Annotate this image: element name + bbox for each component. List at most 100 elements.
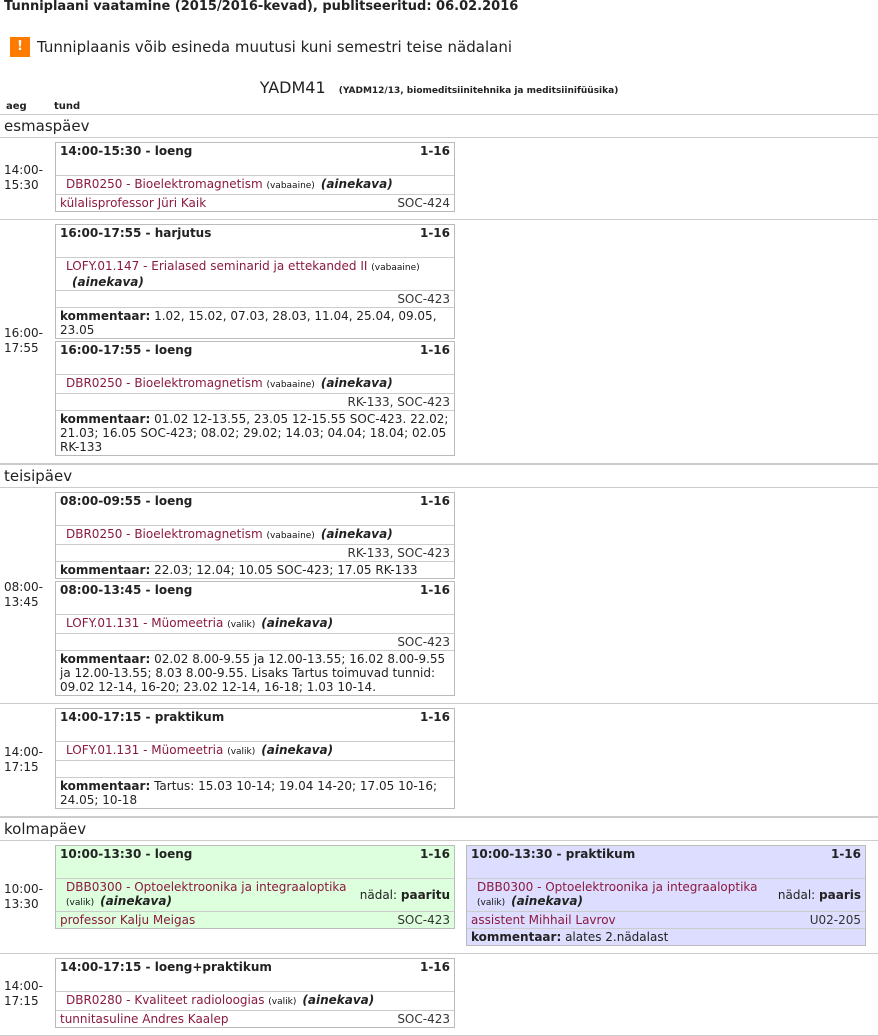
- comment-row: kommentaar: 22.03; 12.04; 10.05 SOC-423;…: [56, 561, 454, 578]
- comment-label: kommentaar:: [60, 309, 151, 323]
- course-info: DBR0280 - Kvaliteet radioloogias (valik)…: [60, 993, 374, 1009]
- syllabus-link[interactable]: (ainekava): [511, 894, 583, 908]
- event-column: 14:00-15:30 - loeng 1-16 DBR0250 - Bioelek…: [55, 142, 455, 214]
- lesson-header: 14:00-17:15 - loeng+praktikum 1-16: [56, 959, 454, 991]
- course-kind: (vabaaine): [266, 181, 315, 191]
- course-code: DBB0300: [477, 880, 534, 894]
- course-link[interactable]: DBR0250 - Bioelektromagnetism: [66, 527, 263, 541]
- time-slot: 16:00- 17:55 16:00-17:55 - harjutus 1-16 LO…: [0, 220, 878, 464]
- course-link[interactable]: LOFY.01.131 - Müomeetria: [66, 616, 224, 630]
- course-link[interactable]: LOFY.01.147 - Erialased seminarid ja ett…: [66, 259, 368, 273]
- time-slot: 14:00- 17:15 14:00-17:15 - praktikum 1-16 L…: [0, 704, 878, 817]
- teacher-link[interactable]: assistent Mihhail Lavrov: [471, 913, 616, 927]
- slot-events: 08:00-09:55 - loeng 1-16 DBR0250 - Bioelek…: [55, 492, 455, 698]
- lesson-card: 16:00-17:55 - harjutus 1-16 LOFY.01.147 - …: [55, 224, 455, 339]
- syllabus-link[interactable]: (ainekava): [302, 993, 375, 1007]
- syllabus-link[interactable]: (ainekava): [72, 275, 144, 289]
- course-link[interactable]: DBB0300 - Optoelektroonika ja integraalo…: [477, 880, 758, 894]
- room: RK-133, SOC-423: [347, 546, 451, 560]
- teacher-room-row: RK-133, SOC-423: [56, 544, 454, 561]
- lesson-time-type: 16:00-17:55 - harjutus: [60, 226, 211, 240]
- comment-label: kommentaar:: [60, 563, 151, 577]
- syllabus-link[interactable]: (ainekava): [261, 743, 334, 757]
- course-name: Kvaliteet radioloogias: [134, 993, 265, 1007]
- room: SOC-423: [397, 635, 450, 649]
- teacher-room-row: külalisprofessor Jüri Kaik SOC-424: [56, 194, 454, 211]
- course-link[interactable]: DBR0280 - Kvaliteet radioloogias: [66, 993, 265, 1007]
- lesson-time: 14:00-15:30 -: [60, 144, 151, 158]
- col-lesson: tund: [54, 100, 81, 112]
- lesson-time: 16:00-17:55 -: [60, 343, 151, 357]
- course-kind: (valik): [227, 747, 256, 757]
- course-kind: (valik): [477, 898, 506, 908]
- slot-events: 14:00-17:15 - praktikum 1-16 LOFY.01.131 -…: [55, 708, 455, 811]
- course-link[interactable]: LOFY.01.131 - Müomeetria: [66, 743, 224, 757]
- course-code: LOFY.01.131: [66, 616, 140, 630]
- event-column: 10:00-13:30 - praktikum 1-16 DBB0300 - Opt…: [466, 845, 866, 948]
- slot-events: 16:00-17:55 - harjutus 1-16 LOFY.01.147 - …: [55, 224, 455, 458]
- course-info: LOFY.01.147 - Erialased seminarid ja ett…: [60, 259, 450, 289]
- week-parity: nädal: paaris: [778, 888, 861, 902]
- lesson-type: loeng: [154, 343, 193, 357]
- comment-label: kommentaar:: [471, 930, 562, 944]
- lesson-card: 16:00-17:55 - loeng 1-16 DBR0250 - Bioelek…: [55, 341, 455, 456]
- lesson-card: 08:00-09:55 - loeng 1-16 DBR0250 - Bioelek…: [55, 492, 455, 579]
- day-header: teisipäev: [0, 464, 878, 488]
- day-header: kolmapäev: [0, 817, 878, 841]
- syllabus-link[interactable]: (ainekava): [320, 376, 393, 390]
- syllabus-link[interactable]: (ainekava): [100, 894, 172, 908]
- lesson-time-type: 14:00-17:15 - loeng+praktikum: [60, 960, 272, 974]
- lesson-header: 14:00-15:30 - loeng 1-16: [56, 143, 454, 175]
- lesson-weeks: 1-16: [419, 583, 450, 597]
- comment-text: 01.02 12-13.55, 23.05 12-15.55 SOC-423. …: [60, 412, 449, 454]
- lesson-header: 08:00-09:55 - loeng 1-16: [56, 493, 454, 525]
- lesson-weeks: 1-16: [419, 144, 450, 158]
- course-row: DBB0300 - Optoelektroonika ja integraalo…: [56, 878, 454, 911]
- course-row: LOFY.01.131 - Müomeetria (valik) (ainekav…: [56, 614, 454, 633]
- slot-time-text: 10:00- 13:30: [4, 881, 43, 911]
- event-column: 10:00-13:30 - loeng 1-16 DBB0300 - Optoele…: [55, 845, 455, 931]
- comment-row: kommentaar: 01.02 12-13.55, 23.05 12-15.…: [56, 410, 454, 455]
- lesson-time: 16:00-17:55 -: [60, 226, 151, 240]
- syllabus-link[interactable]: (ainekava): [320, 177, 393, 191]
- lesson-card: 10:00-13:30 - loeng 1-16 DBB0300 - Optoele…: [55, 845, 455, 929]
- course-link[interactable]: DBR0250 - Bioelektromagnetism: [66, 177, 263, 191]
- event-column: 14:00-17:15 - praktikum 1-16 LOFY.01.131 -…: [55, 708, 455, 811]
- comment-text: 1.02, 15.02, 07.03, 28.03, 11.04, 25.04,…: [60, 309, 437, 337]
- slot-time-text: 14:00- 17:15: [4, 744, 43, 774]
- comment-text: Tartus: 15.03 10-14; 19.04 14-20; 17.05 …: [60, 779, 437, 807]
- course-name: Müomeetria: [151, 616, 224, 630]
- teacher-link[interactable]: tunnitasuline Andres Kaalep: [60, 1012, 229, 1026]
- comment-label: kommentaar:: [60, 412, 151, 426]
- course-name: Optoelektroonika ja integraaloptika: [545, 880, 758, 894]
- time-slot: 14:00- 17:15 14:00-17:15 - loeng+praktiku…: [0, 954, 878, 1036]
- week-label: nädal:: [359, 888, 398, 902]
- course-link[interactable]: DBR0250 - Bioelektromagnetism: [66, 376, 263, 390]
- room: SOC-423: [397, 292, 450, 306]
- lesson-weeks: 1-16: [830, 847, 861, 861]
- course-row: DBR0250 - Bioelektromagnetism (vabaaine)…: [56, 175, 454, 194]
- teacher-link[interactable]: külalisprofessor Jüri Kaik: [60, 196, 207, 210]
- event-column: 08:00-09:55 - loeng 1-16 DBR0250 - Bioelek…: [55, 492, 455, 698]
- teacher-link[interactable]: professor Kalju Meigas: [60, 913, 196, 927]
- syllabus-link[interactable]: (ainekava): [261, 616, 334, 630]
- week-value: paaritu: [400, 888, 450, 902]
- slot-events: 10:00-13:30 - loeng 1-16 DBB0300 - Optoele…: [55, 845, 866, 948]
- group-code: YADM41: [259, 78, 326, 97]
- course-code: DBR0250: [66, 527, 123, 541]
- course-row: DBR0280 - Kvaliteet radioloogias (valik)…: [56, 991, 454, 1010]
- course-link[interactable]: DBB0300 - Optoelektroonika ja integraalo…: [66, 880, 347, 894]
- syllabus-link[interactable]: (ainekava): [320, 527, 393, 541]
- lesson-time-type: 10:00-13:30 - loeng: [60, 847, 192, 861]
- course-code: DBB0300: [66, 880, 123, 894]
- slot-time-text: 16:00- 17:55: [4, 326, 43, 355]
- week-label: nädal:: [777, 888, 816, 902]
- lesson-type: praktikum: [565, 847, 636, 861]
- teacher-room-row: assistent Mihhail Lavrov U02-205: [467, 911, 865, 928]
- column-headers: aeg tund: [0, 98, 878, 114]
- course-kind: (vabaaine): [266, 531, 315, 541]
- lesson-header: 16:00-17:55 - loeng 1-16: [56, 342, 454, 374]
- lesson-header: 10:00-13:30 - praktikum 1-16: [467, 846, 865, 878]
- comment-text: 02.02 8.00-9.55 ja 12.00-13.55; 16.02 8.…: [60, 652, 446, 694]
- teacher-room-row: [56, 760, 454, 777]
